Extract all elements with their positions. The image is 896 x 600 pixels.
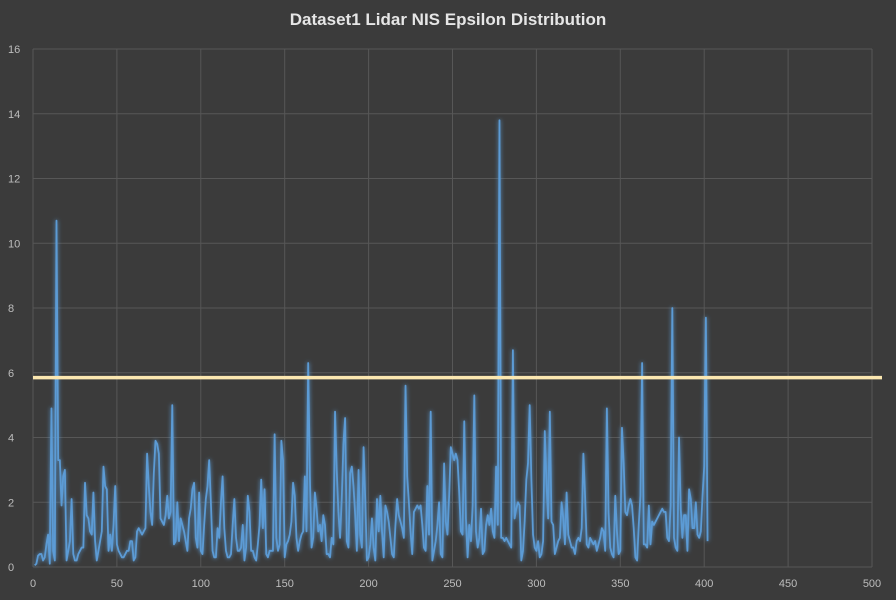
x-tick-label: 400 bbox=[695, 578, 713, 590]
y-tick-label: 10 bbox=[8, 238, 20, 250]
x-tick-label: 0 bbox=[30, 578, 36, 590]
x-tick-label: 100 bbox=[192, 578, 210, 590]
chart-title: Dataset1 Lidar NIS Epsilon Distribution bbox=[289, 10, 607, 29]
y-tick-label: 12 bbox=[8, 174, 20, 186]
x-tick-label: 200 bbox=[359, 578, 377, 590]
y-tick-label: 2 bbox=[8, 497, 14, 509]
series-layer bbox=[34, 119, 709, 567]
grid-lines bbox=[32, 48, 873, 568]
x-tick-label: 150 bbox=[276, 578, 294, 590]
axes: 0 2 4 6 8 10 12 14 16 0 50 100 150 200 250 300 350 400 450… bbox=[8, 44, 881, 590]
y-tick-label: 16 bbox=[8, 44, 20, 56]
x-tick-label: 350 bbox=[611, 578, 629, 590]
x-tick-label: 300 bbox=[527, 578, 545, 590]
y-tick-label: 6 bbox=[8, 368, 14, 380]
series-line-1 bbox=[34, 119, 709, 567]
x-tick-label: 250 bbox=[443, 578, 461, 590]
y-tick-label: 14 bbox=[8, 109, 20, 121]
y-tick-label: 8 bbox=[8, 303, 14, 315]
y-tick-label: 0 bbox=[8, 562, 14, 574]
y-tick-label: 4 bbox=[8, 433, 14, 445]
x-tick-label: 500 bbox=[863, 578, 881, 590]
x-tick-label: 450 bbox=[779, 578, 797, 590]
x-tick-label: 50 bbox=[111, 578, 123, 590]
